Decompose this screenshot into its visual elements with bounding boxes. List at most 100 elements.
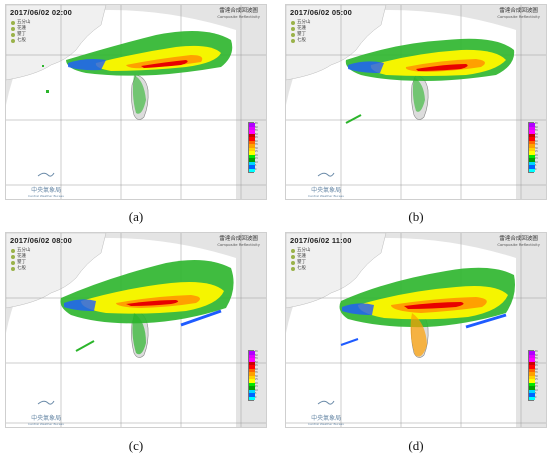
colorbar-label: 45 (255, 364, 258, 367)
colorbar-labels: 65 60 55 50 45 40 35 30 25 20 15 10 5 0 (535, 122, 543, 171)
caption: (d) (408, 438, 424, 453)
title-zh: 雷達合成回波圖 (499, 236, 538, 242)
title-zh: 雷達合成回波圖 (219, 8, 258, 14)
echo-band (345, 38, 515, 124)
colorbar-swatch (249, 168, 255, 172)
colorbar (528, 122, 535, 173)
colorbar-label: 10 (535, 388, 538, 392)
colorbar-swatch (529, 165, 535, 169)
colorbar-swatch (249, 140, 255, 144)
colorbar-swatch (249, 158, 255, 162)
colorbar-label: 45 (535, 364, 538, 367)
station-dot-icon (291, 261, 295, 265)
legend-item: 花蓮 (11, 26, 31, 32)
radar-panel-a: 2017/06/02 02:00 雷達合成回波圖 Composite Refle… (5, 4, 267, 200)
colorbar-swatch (249, 389, 255, 393)
colorbar-label: 30 (535, 374, 538, 378)
colorbar-swatch (529, 130, 535, 134)
colorbar-label: 20 (255, 381, 258, 385)
colorbar-swatch (529, 389, 535, 393)
colorbar-swatch (529, 379, 535, 383)
radar-station-legend: 五分山 花蓮 墾丁 七股 (291, 248, 311, 272)
colorbar-swatch (249, 165, 255, 169)
colorbar-swatch (529, 140, 535, 144)
colorbar-label: 0 (255, 395, 257, 399)
colorbar-swatch (249, 354, 255, 358)
colorbar-label: 30 (255, 146, 258, 150)
radar-panel-b: 2017/06/02 05:00 雷達合成回波圖 Composite Refle… (285, 4, 547, 200)
chart-title: 雷達合成回波圖 Composite Reflectivity (497, 8, 540, 19)
colorbar-swatch (529, 358, 535, 362)
colorbar-label: 30 (255, 374, 258, 378)
colorbar-swatch (249, 372, 255, 376)
colorbar-label: 40 (535, 139, 538, 143)
colorbar-label: 20 (535, 153, 538, 157)
colorbar-label: 65 (255, 350, 258, 353)
legend-item: 花蓮 (291, 26, 311, 32)
station-dot-icon (291, 267, 295, 271)
colorbar-swatch (249, 379, 255, 383)
station-dot-icon (11, 267, 15, 271)
station-dot-icon (11, 261, 15, 265)
colorbar-label: 60 (255, 125, 258, 129)
colorbar-swatch (249, 393, 255, 397)
colorbar-label: 65 (255, 122, 258, 125)
colorbar-swatch (249, 368, 255, 372)
colorbar-swatch (529, 126, 535, 130)
colorbar-label: 35 (255, 143, 258, 146)
colorbar-label: 5 (255, 392, 257, 395)
radar-map-a (6, 5, 266, 199)
wind-logo-icon (317, 400, 335, 405)
radar-map-d (286, 233, 546, 427)
legend-item: 墾丁 (11, 32, 31, 38)
legend-item: 五分山 (291, 248, 311, 254)
colorbar-label: 55 (255, 129, 258, 132)
colorbar-swatch (249, 123, 255, 127)
radar-station-legend: 五分山 花蓮 墾丁 七股 (291, 20, 311, 44)
legend-item: 五分山 (11, 20, 31, 26)
cwb-logo: 中央氣象局 Central Weather Bureau (28, 395, 64, 426)
colorbar-label: 15 (255, 157, 258, 160)
station-dot-icon (291, 27, 295, 31)
legend-item: 五分山 (11, 248, 31, 254)
timestamp: 2017/06/02 11:00 (290, 236, 352, 245)
colorbar-swatch (529, 161, 535, 165)
colorbar-label: 40 (255, 139, 258, 143)
title-zh: 雷達合成回波圖 (499, 8, 538, 14)
colorbar-swatch (529, 154, 535, 158)
colorbar-swatch (529, 372, 535, 376)
legend-item: 花蓮 (11, 254, 31, 260)
colorbar-swatch (529, 144, 535, 148)
colorbar-label: 45 (535, 136, 538, 139)
station-dot-icon (291, 249, 295, 253)
colorbar-label: 65 (535, 122, 538, 125)
colorbar-label: 60 (255, 353, 258, 357)
colorbar-swatch (249, 144, 255, 148)
colorbar-label: 50 (535, 132, 538, 136)
timestamp: 2017/06/02 08:00 (10, 236, 73, 245)
colorbar-label: 20 (535, 381, 538, 385)
wind-logo-icon (37, 172, 55, 177)
colorbar-swatch (249, 130, 255, 134)
coastline-mainland (286, 233, 387, 309)
radar-map-b (286, 5, 546, 199)
colorbar-swatch (529, 361, 535, 365)
colorbar-swatch (249, 151, 255, 155)
legend-item: 七股 (291, 266, 311, 272)
colorbar-swatch (249, 375, 255, 379)
caption: (a) (128, 209, 144, 224)
station-dot-icon (11, 21, 15, 25)
radar-panel-d: 2017/06/02 11:00 雷達合成回波圖 Composite Refle… (285, 232, 547, 428)
colorbar-label: 15 (255, 385, 258, 388)
colorbar-label: 5 (255, 164, 257, 167)
colorbar-swatch (249, 137, 255, 141)
colorbar-swatch (249, 382, 255, 386)
radar-map-c (6, 233, 266, 427)
colorbar-swatch (249, 154, 255, 158)
colorbar-label: 50 (255, 132, 258, 136)
colorbar-label: 10 (255, 388, 258, 392)
colorbar (528, 350, 535, 401)
title-en: Composite Reflectivity (497, 14, 540, 19)
station-dot-icon (11, 27, 15, 31)
legend-item: 七股 (11, 266, 31, 272)
